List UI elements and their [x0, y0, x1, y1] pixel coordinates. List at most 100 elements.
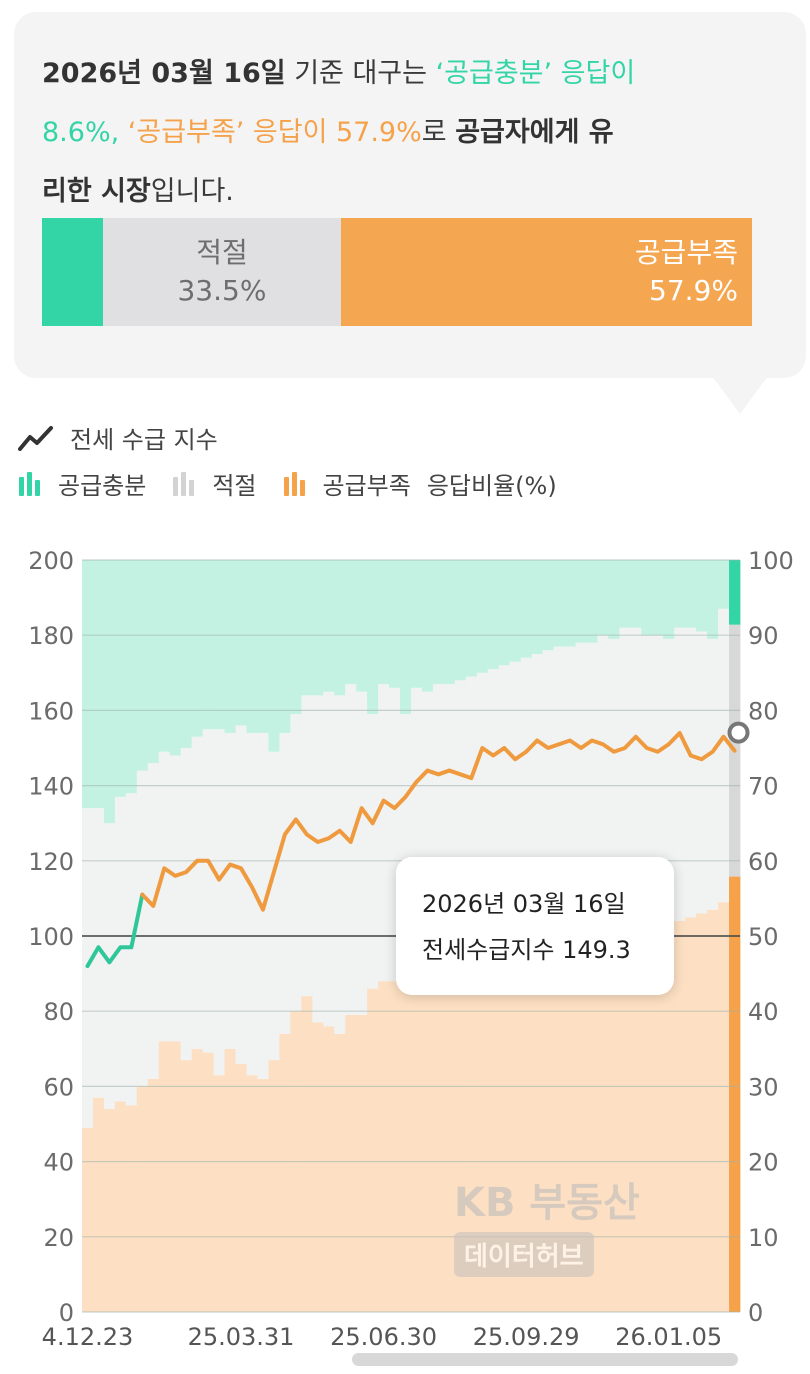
bar-shortage — [729, 876, 741, 1312]
bar-shortage — [224, 1048, 236, 1312]
bar-adequate — [246, 732, 258, 1076]
legend-row-index: 전세 수급 지수 — [18, 420, 244, 455]
bar-adequate — [421, 691, 434, 967]
bar-adequate — [443, 684, 456, 959]
index-line — [85, 721, 750, 969]
bar-sufficient — [114, 560, 127, 797]
bar-adequate — [103, 823, 116, 1109]
bar-sufficient — [586, 560, 598, 643]
supply-ratio-bar: 적절 33.5% 공급부족 57.9% — [42, 218, 752, 326]
bar-adequate — [334, 695, 346, 1034]
watermark-brand: KB 부동산 — [454, 1180, 640, 1226]
bar-adequate — [400, 714, 412, 982]
legend-ratio-label: 응답비율(%) — [426, 472, 557, 500]
right-axis-tick: 100 — [748, 547, 794, 575]
bar-sufficient — [707, 560, 719, 639]
bar-sufficient — [191, 560, 204, 737]
bar-shortage — [586, 932, 598, 1312]
bar-shortage — [696, 913, 708, 1312]
left-axis-tick: 60 — [43, 1073, 74, 1101]
bar-adequate — [378, 684, 390, 982]
legend-adequate[interactable]: 적절 — [172, 466, 257, 501]
bar-sufficient — [82, 560, 94, 809]
summary-card-pointer — [712, 376, 768, 414]
bar-shortage — [213, 1075, 225, 1312]
supply-demand-chart[interactable]: 0 0 20 10 40 20 60 30 80 40 100 50 120 60 140 70 160 80 18… — [0, 520, 810, 1350]
legend-shortage-label: 공급부족 — [322, 472, 411, 500]
bar-adequate — [685, 627, 697, 918]
bar-adequate — [389, 687, 401, 982]
bar-shortage — [257, 1078, 269, 1312]
summary-verdict-2: 리한 시장 — [42, 176, 151, 207]
summary-date: 2026년 03월 16일 — [42, 58, 286, 89]
trend-line-icon — [18, 425, 53, 451]
bar-sufficient — [367, 560, 379, 715]
bar-sufficient — [608, 560, 620, 639]
bar-sufficient — [103, 560, 116, 824]
bar-adequate — [553, 646, 565, 936]
bar-adequate — [531, 654, 543, 944]
bar-sufficient — [400, 560, 412, 715]
ratio-bars — [82, 560, 741, 1312]
bar-shortage — [356, 1014, 368, 1312]
bar-shortage — [279, 1033, 291, 1312]
left-axis-tick: 20 — [43, 1224, 74, 1252]
bar-adequate — [718, 608, 730, 903]
bar-adequate — [696, 631, 708, 914]
bar-adequate — [279, 732, 291, 1034]
bar-sufficient — [378, 560, 390, 685]
bar-gray-icon — [173, 471, 195, 496]
ratio-segment-shortage: 공급부족 57.9% — [340, 218, 752, 326]
bar-adequate — [432, 684, 445, 963]
summary-sufficient-pct: 8.6%, — [42, 117, 120, 148]
bar-shortage — [103, 1108, 116, 1312]
bar-shortage — [114, 1101, 127, 1312]
legend-index[interactable]: 전세 수급 지수 — [18, 420, 218, 455]
right-axis-tick: 10 — [748, 1224, 779, 1252]
bar-sufficient — [663, 560, 675, 639]
last-point-marker — [727, 721, 750, 744]
bar-shortage — [411, 973, 423, 1312]
bar-adequate — [509, 661, 522, 940]
index-line-below-100 — [85, 892, 145, 969]
bar-sufficient — [345, 560, 357, 685]
watermark-sub: 데이터허브 — [454, 1232, 594, 1277]
right-axis-tick: 50 — [748, 923, 779, 951]
bar-sufficient — [520, 560, 533, 658]
ratio-shortage-label: 공급부족 — [634, 236, 738, 269]
bar-shortage — [663, 920, 675, 1312]
bar-shortage — [597, 928, 609, 1312]
bar-sufficient — [92, 560, 105, 809]
chart-horizontal-scrollbar[interactable] — [352, 1353, 738, 1366]
bar-adequate — [169, 755, 182, 1042]
right-axis-tick: 30 — [748, 1073, 779, 1101]
summary-text-1: 기준 대구는 — [285, 58, 436, 89]
chart-axes: 0 0 20 10 40 20 60 30 80 40 100 50 120 60 140 70 160 80 18… — [28, 547, 794, 1350]
bar-sufficient — [696, 560, 708, 632]
bar-shortage — [652, 924, 664, 1312]
bar-sufficient — [290, 560, 302, 715]
bar-shortage — [542, 939, 554, 1312]
bar-shortage — [608, 924, 620, 1312]
bar-shortage — [180, 1060, 193, 1312]
bar-shortage — [641, 924, 653, 1312]
bar-adequate — [586, 642, 598, 933]
bar-adequate — [575, 642, 587, 936]
bar-sufficient — [564, 560, 576, 647]
right-axis-tick: 40 — [748, 998, 779, 1026]
bar-shortage — [158, 1041, 171, 1312]
chart-tooltip: 2026년 03월 16일 전세수급지수 149.3 — [396, 857, 674, 995]
bar-adequate — [487, 669, 500, 948]
x-axis-tick: 25.06.30 — [330, 1323, 437, 1350]
bar-adequate — [411, 687, 423, 974]
bar-adequate — [356, 691, 368, 1015]
bar-adequate — [674, 627, 686, 921]
bar-shortage — [136, 1086, 149, 1312]
bar-adequate — [619, 627, 631, 929]
bar-shortage — [707, 909, 719, 1312]
bar-adequate — [367, 714, 379, 989]
legend-shortage[interactable]: 공급부족 응답비율(%) — [283, 466, 557, 501]
legend-sufficient[interactable]: 공급충분 — [18, 466, 146, 501]
tooltip-date: 2026년 03월 16일 — [422, 890, 626, 918]
bar-sufficient — [301, 560, 313, 696]
